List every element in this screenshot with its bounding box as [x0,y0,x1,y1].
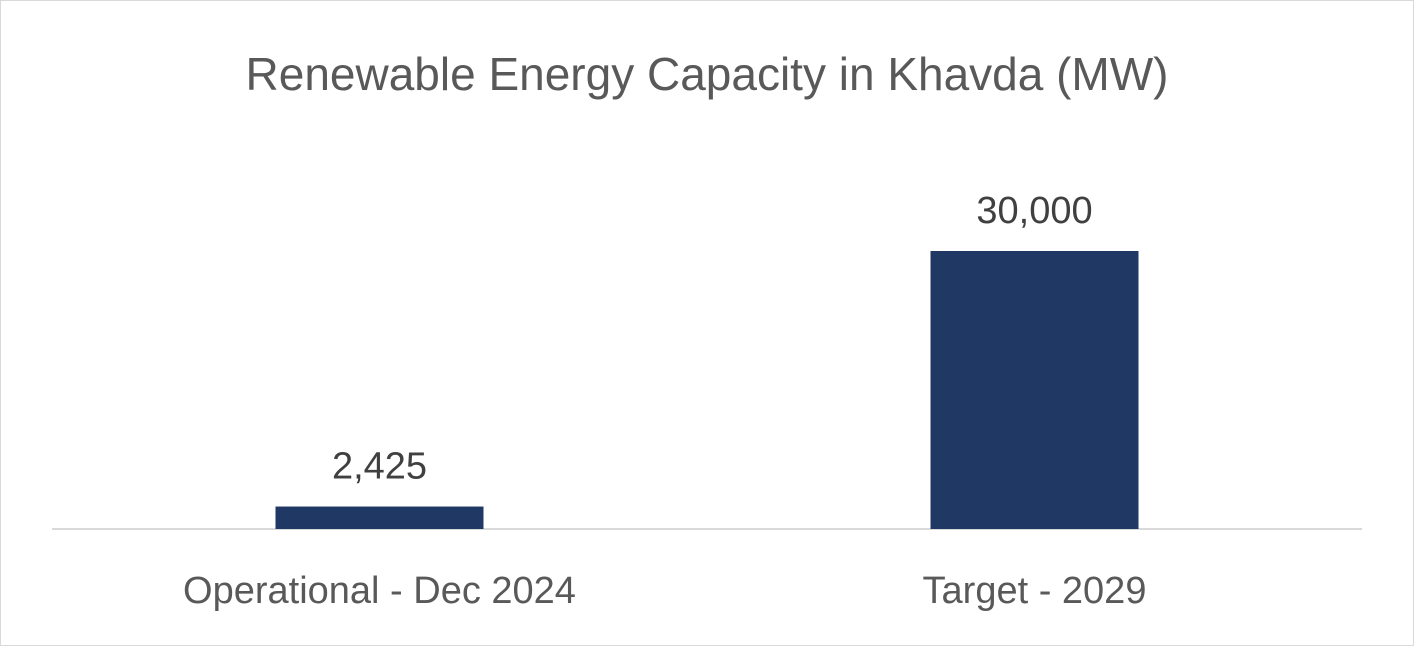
x-tick-label-2: Target - 2029 [923,570,1147,612]
bar-1 [275,506,484,529]
data-label-1: 2,425 [332,446,427,488]
x-tick-label-1: Operational - Dec 2024 [183,570,576,612]
bar-2 [930,251,1139,529]
chart-title: Renewable Energy Capacity in Khavda (MW) [245,48,1169,100]
data-label-2: 30,000 [976,190,1092,232]
